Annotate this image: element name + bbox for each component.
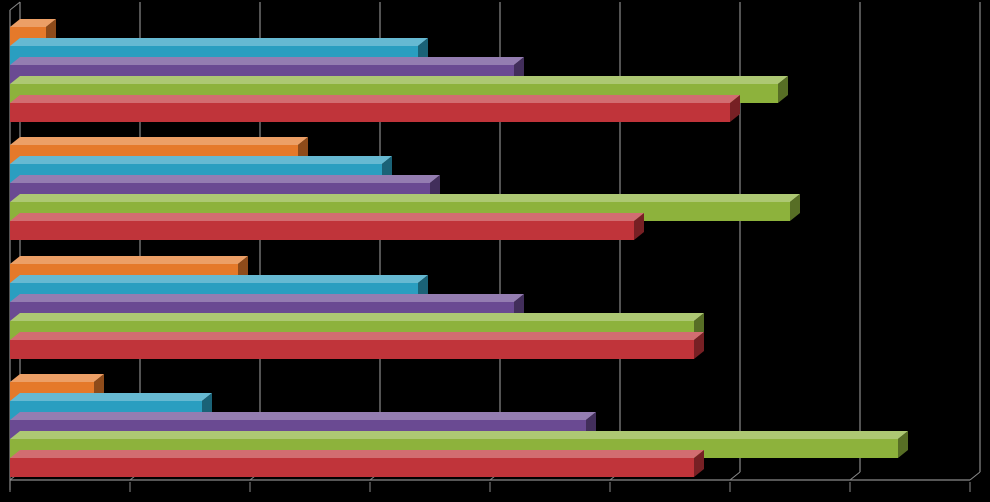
bar-top-face <box>10 38 428 46</box>
bar-side-face <box>898 431 908 458</box>
bar-side-face <box>790 194 800 221</box>
bar-side-face <box>730 95 740 122</box>
bar-top-face <box>10 393 212 401</box>
gridline-depth <box>849 471 861 481</box>
bar-side-face <box>778 76 788 103</box>
bar-front-face <box>10 103 730 122</box>
bar-side-face <box>694 332 704 359</box>
bar-side-face <box>694 450 704 477</box>
bar-top-face <box>10 431 908 439</box>
bar-front-face <box>10 458 694 477</box>
bar-top-face <box>10 374 104 382</box>
bar-top-face <box>10 156 392 164</box>
gridline-depth <box>969 471 981 481</box>
bar-top-face <box>10 137 308 145</box>
bars <box>10 19 908 477</box>
bar-top-face <box>10 57 524 65</box>
bar-top-face <box>10 76 788 84</box>
bar-top-face <box>10 256 248 264</box>
bar-top-face <box>10 175 440 183</box>
gridline-depth <box>729 471 741 481</box>
bar-top-face <box>10 95 740 103</box>
bar-top-face <box>10 294 524 302</box>
bar-3-series-1 <box>10 213 644 240</box>
bar-top-face <box>10 332 704 340</box>
bar-top-face <box>10 313 704 321</box>
bar-front-face <box>10 340 694 359</box>
bar-side-face <box>634 213 644 240</box>
bar-top-face <box>10 450 704 458</box>
bar-top-face <box>10 213 644 221</box>
bar-2-series-1 <box>10 332 704 359</box>
y-axis-depth <box>9 1 21 11</box>
bar-front-face <box>10 221 634 240</box>
bar-1-series-1 <box>10 450 704 477</box>
bar-4-series-1 <box>10 95 740 122</box>
bar-top-face <box>10 194 800 202</box>
bar-top-face <box>10 275 428 283</box>
bar-top-face <box>10 412 596 420</box>
bar-top-face <box>10 19 56 27</box>
